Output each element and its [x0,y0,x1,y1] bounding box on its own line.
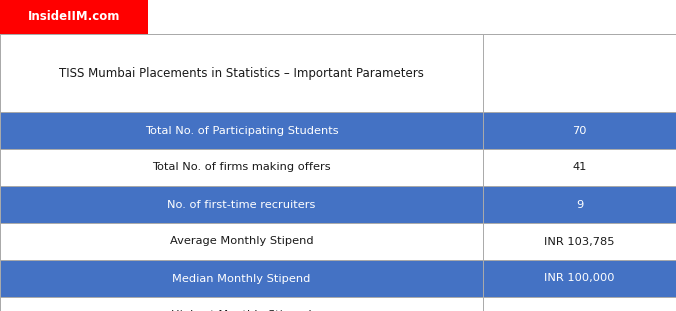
Text: 70: 70 [573,126,587,136]
Bar [0,186,483,223]
Bar [0,297,483,311]
Bar [0,0,148,34]
Text: Average Monthly Stipend: Average Monthly Stipend [170,236,314,247]
Bar [483,112,676,149]
Bar [483,149,676,186]
Text: TISS Mumbai Placements in Statistics – Important Parameters: TISS Mumbai Placements in Statistics – I… [59,67,424,80]
Bar [483,223,676,260]
Text: InsideIIM.com: InsideIIM.com [28,11,120,24]
Text: INR 100,000: INR 100,000 [544,273,615,284]
Text: Total No. of firms making offers: Total No. of firms making offers [152,163,331,173]
Bar [483,297,676,311]
Text: Median Monthly Stipend: Median Monthly Stipend [172,273,311,284]
Text: INR 160,000: INR 160,000 [544,310,615,311]
Bar [483,260,676,297]
Text: Highest Monthly Stipend: Highest Monthly Stipend [171,310,312,311]
Bar [483,186,676,223]
Text: No. of first-time recruiters: No. of first-time recruiters [168,199,316,210]
Bar [0,223,483,260]
Bar [0,149,483,186]
Text: Total No. of Participating Students: Total No. of Participating Students [145,126,339,136]
Text: 41: 41 [573,163,587,173]
Text: INR 103,785: INR 103,785 [544,236,615,247]
Text: 9: 9 [576,199,583,210]
Bar [0,34,676,112]
Bar [0,260,483,297]
Bar [0,112,483,149]
